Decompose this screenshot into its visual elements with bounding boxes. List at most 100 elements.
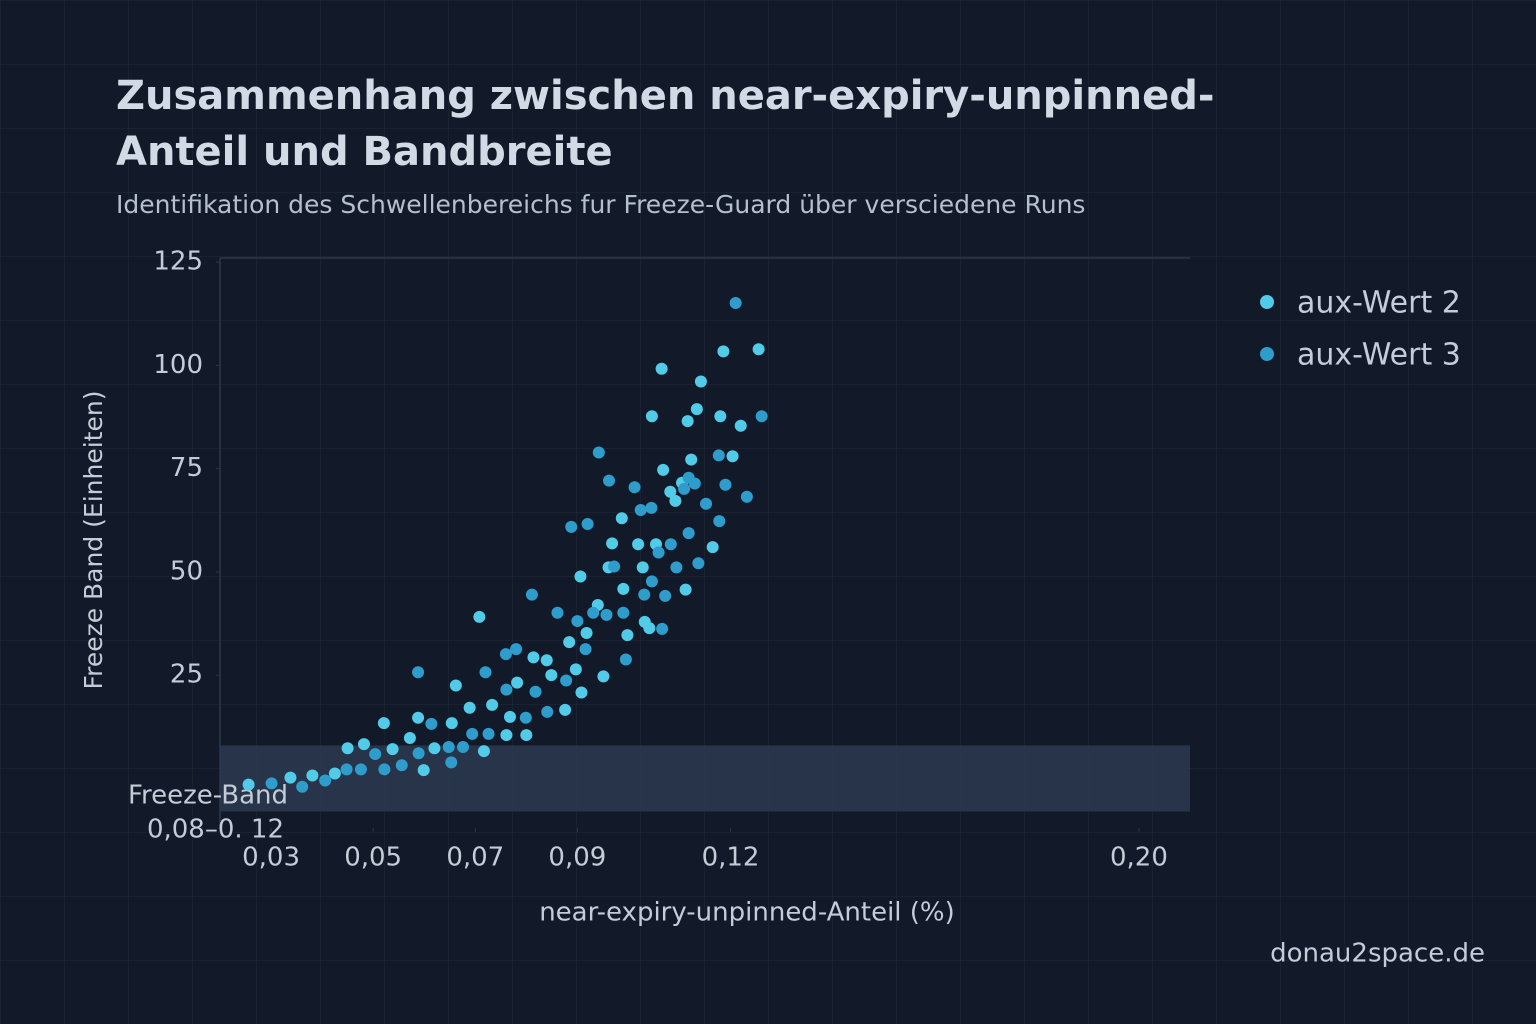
point: [679, 583, 692, 596]
point: [560, 674, 573, 687]
x-tick-label: 0,12: [702, 843, 760, 873]
point: [617, 582, 630, 595]
point: [621, 629, 634, 642]
point: [499, 648, 512, 661]
point: [541, 705, 554, 718]
point: [634, 503, 647, 516]
point: [755, 410, 768, 423]
y-tick-label: 125: [153, 247, 203, 277]
freeze-band: [220, 745, 1190, 812]
point: [479, 666, 492, 679]
point: [340, 763, 353, 776]
point: [395, 759, 408, 772]
point: [377, 717, 390, 730]
point: [706, 541, 719, 554]
point: [712, 449, 725, 462]
point: [477, 745, 490, 758]
point: [719, 478, 732, 491]
point: [559, 703, 572, 716]
point: [357, 738, 370, 751]
point: [603, 474, 616, 487]
point: [608, 560, 621, 573]
point: [527, 651, 540, 664]
band-range-label: 0,08–0. 12: [147, 815, 284, 845]
point: [473, 610, 486, 623]
x-tick-label: 0,03: [242, 843, 300, 873]
point: [643, 622, 656, 635]
point: [428, 742, 441, 755]
point: [690, 403, 703, 416]
y-tick-label: 25: [170, 660, 203, 690]
point: [386, 743, 399, 756]
point: [615, 512, 628, 525]
point: [657, 463, 670, 476]
point: [354, 763, 367, 776]
point: [717, 345, 730, 358]
point: [670, 561, 683, 574]
point: [466, 727, 479, 740]
point: [700, 497, 713, 510]
point: [463, 701, 476, 714]
point: [412, 747, 425, 760]
point: [740, 490, 753, 503]
point: [500, 729, 513, 742]
band-label: Freeze-Band: [128, 781, 288, 811]
point: [645, 575, 658, 588]
point: [682, 527, 695, 540]
legend-label: aux-Wert 3: [1297, 338, 1461, 373]
point: [328, 767, 341, 780]
point: [597, 670, 610, 683]
y-tick-label: 50: [170, 556, 203, 586]
point: [729, 297, 742, 310]
point: [669, 494, 682, 507]
x-tick-label: 0,07: [446, 843, 504, 873]
point: [265, 777, 278, 790]
y-axis-label: Freeze Band (Einheiten): [79, 391, 108, 690]
point: [592, 446, 605, 459]
point: [412, 666, 425, 679]
point: [645, 501, 658, 514]
point: [656, 622, 669, 635]
point: [685, 453, 698, 466]
point: [306, 769, 319, 782]
point: [600, 608, 613, 621]
x-tick-label: 0,20: [1110, 843, 1168, 873]
point: [575, 686, 588, 699]
point: [445, 717, 458, 730]
point: [645, 410, 658, 423]
point: [655, 362, 668, 375]
point: [579, 643, 592, 656]
point: [587, 606, 600, 619]
point: [752, 343, 765, 356]
point: [628, 481, 641, 494]
point: [574, 570, 587, 583]
point: [617, 606, 630, 619]
point: [652, 546, 665, 559]
point: [606, 537, 619, 550]
point: [540, 654, 553, 667]
point: [569, 663, 582, 676]
point: [678, 482, 691, 495]
point: [449, 679, 462, 692]
point: [681, 415, 694, 428]
point: [664, 485, 677, 498]
point: [529, 685, 542, 698]
point: [619, 653, 632, 666]
point: [417, 764, 430, 777]
point: [632, 538, 645, 551]
point: [565, 520, 578, 533]
point: [551, 606, 564, 619]
point: [659, 589, 672, 602]
point: [482, 727, 495, 740]
point: [694, 375, 707, 388]
point: [486, 698, 499, 711]
point: [726, 450, 739, 463]
point: [545, 669, 558, 682]
point: [511, 676, 524, 689]
point: [520, 729, 533, 742]
point: [319, 774, 332, 787]
point: [445, 756, 458, 769]
point: [425, 717, 438, 730]
point: [378, 763, 391, 776]
